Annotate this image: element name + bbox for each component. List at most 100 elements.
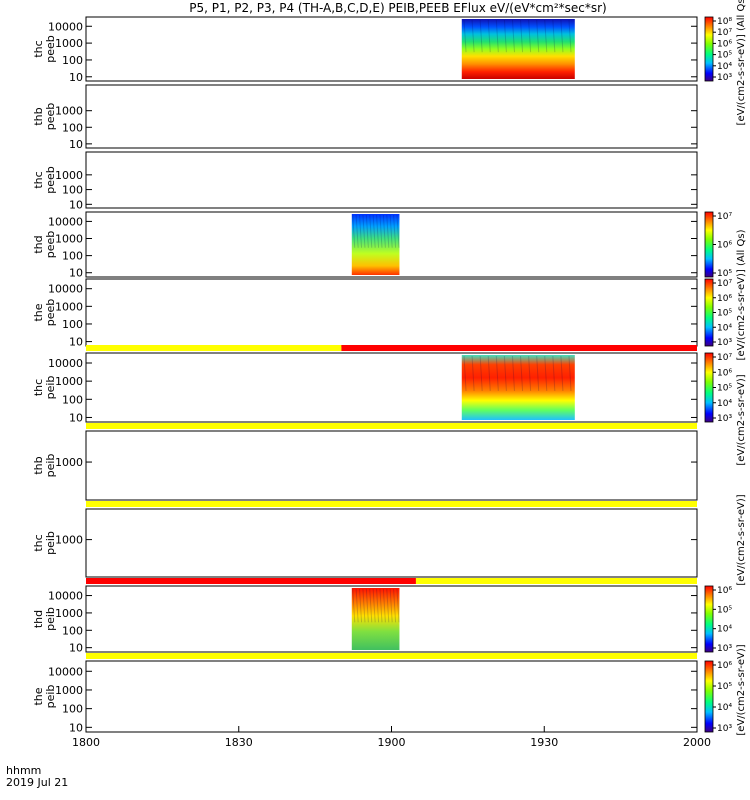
panel-label-line2: peeb bbox=[44, 35, 57, 63]
spectrogram-streak bbox=[471, 355, 475, 391]
spectrogram-streak bbox=[568, 355, 572, 391]
panel-frame bbox=[85, 211, 698, 278]
spectrogram-streak bbox=[396, 214, 400, 248]
colorbar-unit-label: [eV/(cm2-s-sr-eV)] (All Qs) bbox=[736, 0, 747, 125]
colorbar-tick-label: 10⁶ bbox=[717, 294, 732, 304]
panel-label-line1: thc bbox=[32, 40, 45, 57]
colorbar-tick-label: 10³ bbox=[717, 644, 732, 654]
colorbar bbox=[704, 16, 714, 82]
colorbar-tick-label: 10⁵ bbox=[717, 309, 732, 319]
spectrogram-data-block bbox=[351, 214, 400, 275]
chart-title: P5, P1, P2, P3, P4 (TH-A,B,C,D,E) PEIB,P… bbox=[189, 1, 606, 15]
spectrogram-streak bbox=[355, 588, 359, 623]
spectrogram-streak bbox=[362, 588, 366, 623]
y-tick-label: 10 bbox=[69, 642, 83, 655]
colorbar-tick-label: 10⁵ bbox=[717, 682, 732, 692]
spectrogram-streak bbox=[552, 355, 556, 391]
spectrogram-streak bbox=[393, 588, 397, 623]
x-date-label: 2019 Jul 21 bbox=[6, 776, 68, 789]
x-corner-label: hhmm bbox=[6, 764, 41, 777]
colorbar-tick-label: 10³ bbox=[717, 414, 732, 424]
panel-label-line1: thb bbox=[32, 107, 45, 125]
panel-frame bbox=[85, 16, 698, 82]
colorbar-unit-label: [eV/(cm2-s-sr-eV)] bbox=[736, 494, 747, 585]
y-tick-label: 10 bbox=[69, 411, 83, 424]
colorbar-tick-label: 10⁷ bbox=[717, 28, 732, 38]
spectrogram-streak bbox=[479, 19, 483, 53]
spectrogram-streak bbox=[568, 19, 572, 53]
spectrogram-streak bbox=[369, 588, 373, 623]
y-tick-label: 1000 bbox=[55, 375, 83, 388]
colorbar bbox=[704, 585, 714, 653]
spectrogram-streak bbox=[352, 214, 356, 248]
spectrogram-streak bbox=[382, 588, 386, 623]
spectrogram-streak bbox=[536, 19, 540, 53]
spectrogram-streak bbox=[528, 19, 532, 53]
spectrogram-streak bbox=[520, 19, 524, 53]
spectrogram-streak bbox=[560, 19, 564, 53]
spectrogram-data-block bbox=[461, 19, 575, 79]
spectrogram-streak bbox=[511, 355, 515, 391]
spectrogram-streak bbox=[495, 19, 499, 53]
spectrogram-streak bbox=[552, 19, 556, 53]
spectrogram-streak bbox=[520, 355, 524, 391]
spectrogram-streak bbox=[386, 214, 390, 248]
spectrogram-data-block bbox=[461, 355, 575, 420]
spectrogram-streak bbox=[536, 355, 540, 391]
spectrogram-streak bbox=[382, 214, 386, 248]
panel-frame bbox=[85, 84, 698, 149]
colorbar-tick-label: 10⁴ bbox=[717, 625, 732, 635]
panel-label-line2: peib bbox=[44, 531, 57, 555]
colorbar-tick-label: 10³ bbox=[717, 73, 732, 83]
spectrogram-streak bbox=[372, 588, 376, 623]
y-tick-label: 100 bbox=[62, 54, 83, 67]
flag-bar-segment bbox=[86, 345, 342, 351]
flag-bar-segment bbox=[341, 345, 697, 351]
colorbar bbox=[704, 278, 714, 347]
x-tick-label: 1800 bbox=[72, 736, 100, 749]
x-tick-label: 1900 bbox=[378, 736, 406, 749]
spectrogram-streak bbox=[503, 355, 507, 391]
spectrogram-streak bbox=[372, 214, 376, 248]
y-tick-label: 10000 bbox=[48, 590, 83, 603]
y-tick-label: 100 bbox=[62, 250, 83, 263]
colorbar-unit-label: [eV/(cm2-s-sr-eV)] bbox=[736, 374, 747, 465]
flag-bar-segment bbox=[86, 423, 697, 429]
panel-label-line1: thd bbox=[32, 235, 45, 253]
colorbar-tick-label: 10⁷ bbox=[717, 279, 732, 289]
y-tick-label: 1000 bbox=[55, 233, 83, 246]
y-tick-label: 10000 bbox=[48, 215, 83, 228]
panel-frame bbox=[85, 430, 698, 501]
spectrogram-streak bbox=[365, 214, 369, 248]
y-tick-label: 10 bbox=[69, 267, 83, 280]
y-tick-label: 10000 bbox=[48, 665, 83, 678]
colorbar-tick-label: 10⁴ bbox=[717, 62, 732, 72]
panel-label-line2: peib bbox=[44, 607, 57, 631]
spectrogram-streak bbox=[379, 588, 383, 623]
colorbar-tick-label: 10⁶ bbox=[717, 39, 732, 49]
spectrogram-streak bbox=[352, 588, 356, 623]
colorbar-tick-label: 10⁶ bbox=[717, 241, 732, 251]
y-tick-label: 10000 bbox=[48, 20, 83, 33]
spectrogram-streak bbox=[379, 214, 383, 248]
spectrogram-streak bbox=[359, 214, 363, 248]
y-tick-label: 10 bbox=[69, 71, 83, 84]
panel-frame bbox=[85, 508, 698, 578]
colorbar-tick-label: 10⁵ bbox=[717, 384, 732, 394]
panel-label-line1: thc bbox=[32, 379, 45, 396]
spectrogram-streak bbox=[495, 355, 499, 391]
x-tick-label: 1830 bbox=[225, 736, 253, 749]
spectrogram-streak bbox=[396, 588, 400, 623]
y-tick-label: 10 bbox=[69, 198, 83, 211]
flag-bar-segment bbox=[86, 653, 697, 659]
y-tick-label: 1000 bbox=[55, 300, 83, 313]
colorbar-tick-label: 10⁴ bbox=[717, 399, 732, 409]
flag-bar-segment bbox=[415, 578, 697, 584]
spectrogram-data-block bbox=[351, 588, 400, 650]
y-tick-label: 100 bbox=[62, 703, 83, 716]
colorbar-tick-label: 10⁶ bbox=[717, 661, 732, 671]
panel-frame bbox=[85, 151, 698, 209]
